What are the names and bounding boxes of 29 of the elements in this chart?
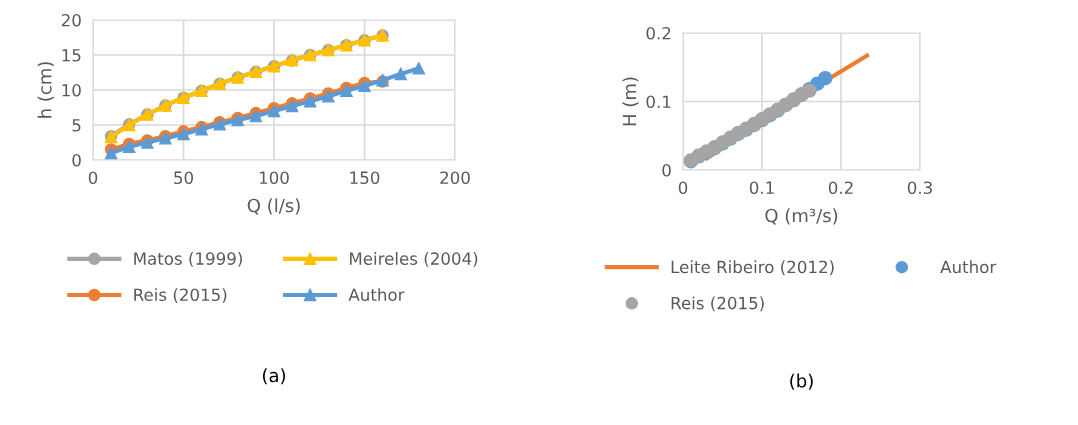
legend-label: Meireles (2004) [350, 252, 478, 267]
x-tick-label: 0.3 [907, 181, 932, 195]
legend-label: Reis (2015) [671, 296, 764, 312]
y-tick-label: 0.1 [646, 95, 671, 109]
legend-label: Reis (2015) [134, 288, 227, 303]
y-axis-title: H (m) [622, 77, 639, 126]
legend-label: Author [348, 288, 405, 302]
x-tick-label: 150 [350, 171, 380, 185]
x-tick-label: 0 [678, 181, 688, 195]
y-axis-title: h (cm) [37, 62, 54, 118]
legend-label: Matos (1999) [134, 252, 242, 267]
x-tick-label: 50 [174, 171, 193, 185]
y-tick-label: 15 [62, 49, 81, 62]
x-axis-title: Q (l/s) [247, 198, 300, 215]
y-tick-label: 20 [61, 13, 81, 27]
legend-label: Author [940, 260, 997, 274]
x-tick-label: 0.1 [749, 181, 774, 195]
text: (a) [262, 368, 286, 385]
y-tick-label: 5 [72, 119, 81, 132]
x-tick-label: 200 [440, 171, 470, 185]
y-tick-label: 10 [62, 83, 81, 97]
y-tick-label: 0.2 [646, 26, 671, 40]
x-tick-label: 0.2 [828, 181, 853, 195]
x-tick-label: 0 [88, 171, 98, 185]
x-axis-title: Q (m³/s) [765, 208, 838, 225]
y-tick-label: 0 [72, 153, 81, 167]
legend-label: Leite Ribeiro (2012) [671, 260, 834, 276]
text: (b) [790, 373, 813, 390]
x-tick-label: 100 [259, 171, 289, 185]
